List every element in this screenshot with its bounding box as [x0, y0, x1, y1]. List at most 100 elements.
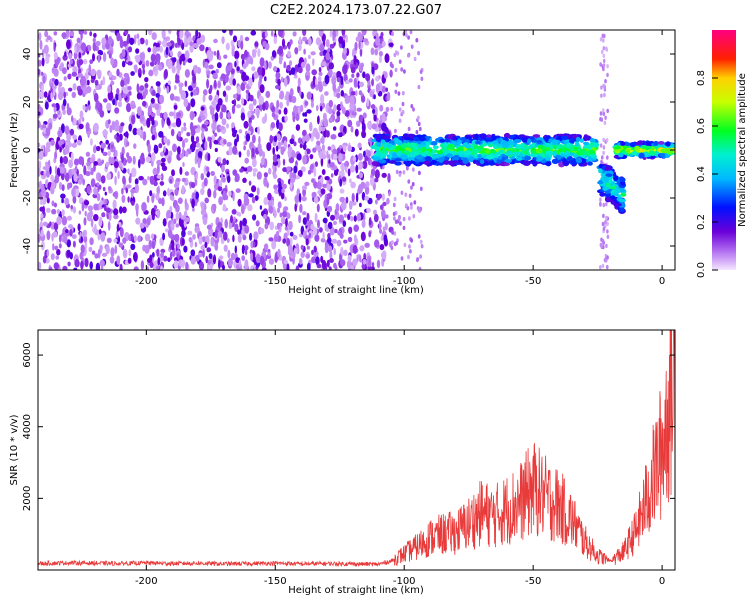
noise-blob — [177, 243, 180, 250]
signal-blob — [408, 142, 417, 148]
noise-blob — [224, 218, 228, 229]
noise-blob — [106, 172, 112, 181]
noise-blob — [379, 244, 385, 251]
noise-blob — [599, 201, 602, 206]
noise-blob — [166, 85, 170, 94]
signal-blob — [605, 196, 611, 202]
noise-blob — [53, 202, 58, 208]
noise-blob — [53, 222, 59, 231]
noise-blob — [120, 79, 125, 88]
noise-blob — [38, 59, 42, 67]
noise-blob — [397, 216, 401, 222]
noise-blob — [167, 229, 173, 239]
noise-blob — [354, 41, 358, 52]
noise-blob — [209, 139, 212, 150]
noise-blob — [320, 255, 324, 263]
noise-blob — [336, 92, 341, 99]
noise-blob — [94, 79, 99, 86]
noise-blob — [194, 199, 198, 207]
noise-blob — [390, 245, 394, 251]
noise-blob — [340, 246, 344, 256]
noise-blob — [156, 174, 162, 179]
noise-blob — [50, 139, 55, 146]
noise-blob — [348, 226, 353, 234]
noise-blob — [305, 63, 311, 73]
noise-blob — [63, 76, 67, 81]
noise-blob — [417, 208, 421, 213]
noise-blob — [602, 108, 605, 113]
noise-blob — [149, 254, 153, 262]
noise-blob — [401, 160, 404, 166]
noise-blob — [166, 42, 172, 47]
noise-blob — [72, 134, 77, 140]
noise-blob — [191, 192, 196, 201]
noise-blob — [359, 46, 363, 57]
noise-blob — [289, 237, 293, 246]
noise-blob — [101, 159, 104, 164]
noise-blob — [335, 203, 340, 213]
noise-blob — [72, 240, 76, 248]
noise-blob — [388, 191, 391, 197]
noise-blob — [198, 235, 203, 245]
noise-blob — [124, 30, 129, 35]
noise-blob — [407, 126, 411, 132]
noise-blob — [232, 169, 238, 176]
noise-blob — [219, 125, 225, 130]
noise-blob — [78, 118, 82, 125]
noise-blob — [225, 85, 232, 91]
noise-blob — [226, 175, 231, 184]
noise-blob — [364, 242, 371, 248]
noise-blob — [39, 206, 45, 212]
noise-blob — [156, 159, 162, 166]
noise-blob — [161, 30, 166, 39]
noise-blob — [243, 197, 250, 206]
noise-blob — [170, 128, 175, 137]
signal-blob — [515, 156, 523, 162]
signal-blob — [552, 151, 557, 157]
signal-blob — [512, 151, 519, 157]
noise-blob — [332, 148, 338, 155]
noise-blob — [135, 48, 140, 54]
noise-blob — [152, 66, 157, 72]
noise-blob — [334, 265, 338, 270]
noise-blob — [177, 130, 182, 137]
noise-blob — [375, 36, 381, 46]
signal-blob — [604, 176, 610, 183]
noise-blob — [130, 188, 136, 194]
noise-blob — [141, 202, 147, 212]
noise-blob — [291, 96, 297, 104]
signal-blob — [515, 144, 523, 149]
noise-blob — [333, 104, 337, 112]
noise-blob — [218, 196, 224, 206]
noise-blob — [408, 244, 411, 249]
noise-blob — [99, 50, 104, 56]
noise-blob — [225, 42, 230, 51]
noise-blob — [296, 153, 302, 161]
signal-blob — [422, 160, 431, 165]
noise-blob — [69, 128, 75, 136]
noise-blob — [168, 30, 172, 35]
noise-blob — [293, 105, 298, 114]
noise-blob — [78, 52, 82, 59]
noise-blob — [263, 243, 269, 251]
noise-blob — [301, 185, 308, 191]
noise-blob — [311, 178, 315, 183]
noise-blob — [415, 129, 419, 135]
signal-blob — [523, 149, 529, 155]
noise-blob — [85, 170, 91, 177]
noise-blob — [407, 254, 410, 260]
noise-blob — [310, 101, 314, 108]
signal-blob — [404, 136, 411, 141]
noise-blob — [286, 98, 290, 107]
noise-blob — [116, 68, 120, 77]
noise-blob — [115, 109, 119, 114]
noise-blob — [197, 158, 201, 169]
noise-blob — [144, 83, 149, 89]
noise-blob — [386, 91, 391, 102]
noise-blob — [102, 151, 108, 156]
noise-blob — [64, 51, 67, 57]
noise-blob — [192, 89, 198, 96]
noise-blob — [185, 151, 189, 157]
noise-blob — [316, 181, 322, 190]
noise-blob — [51, 67, 56, 74]
